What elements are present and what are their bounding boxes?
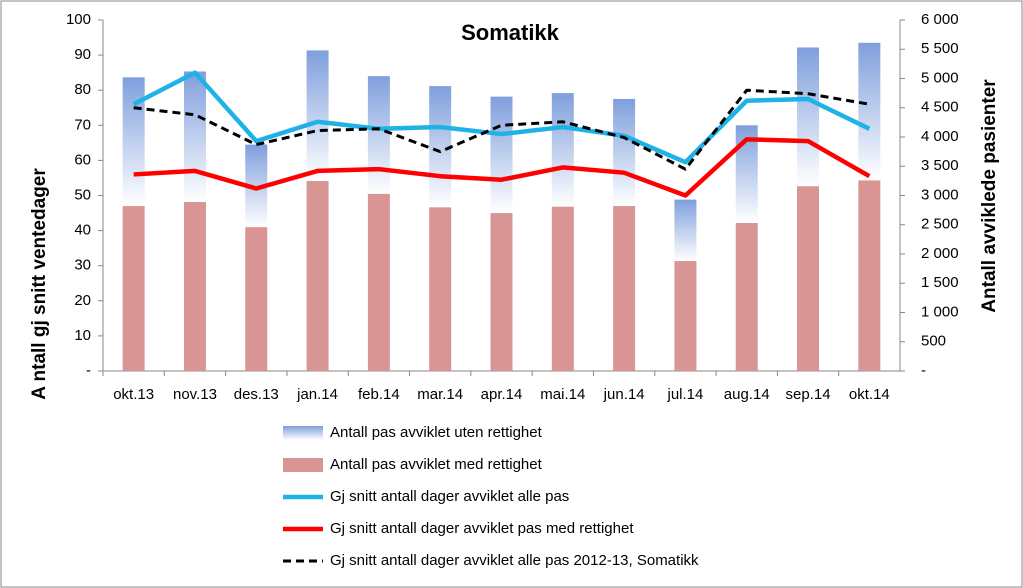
line	[133, 137, 871, 198]
x-tick-label: jun.14	[603, 386, 645, 403]
y2-tick-label: 4 500	[921, 99, 959, 116]
bar	[183, 201, 206, 371]
bar	[735, 125, 758, 223]
x-tick-label: mar.14	[417, 386, 463, 403]
x-tick-label: des.13	[234, 386, 279, 403]
y2-tick-label: 2 500	[921, 216, 959, 233]
legend-label: Gj snitt antall dager avviklet pas med r…	[330, 520, 634, 537]
y-tick-label: 10	[74, 327, 91, 344]
bar	[245, 227, 268, 371]
legend-swatch	[283, 426, 323, 440]
bar	[858, 180, 881, 371]
x-tick-label: feb.14	[358, 386, 400, 403]
y2-tick-label: 500	[921, 333, 946, 350]
y2-tick-label: 1 500	[921, 274, 959, 291]
bar	[674, 199, 697, 262]
bar	[551, 206, 574, 371]
legend-swatch	[283, 458, 323, 472]
y-tick-label: -	[86, 362, 91, 379]
x-tick-label: okt.13	[113, 386, 154, 403]
bar	[613, 206, 636, 371]
y2-tick-label: 4 000	[921, 128, 959, 145]
y2-tick-label: 3 000	[921, 186, 959, 203]
bar	[490, 213, 513, 371]
y2-tick-label: 2 000	[921, 245, 959, 262]
line	[132, 70, 871, 165]
bar	[122, 206, 145, 371]
bar	[490, 96, 513, 214]
bar	[306, 180, 329, 371]
y-axis-title: A ntall gj snitt ventedager	[29, 168, 50, 400]
x-tick-label: nov.13	[173, 386, 217, 403]
y-tick-label: 90	[74, 46, 91, 63]
chart-title: Somatikk	[461, 20, 560, 45]
legend-label: Antall pas avviklet uten rettighet	[330, 424, 543, 441]
y-tick-label: 20	[74, 292, 91, 309]
bar	[367, 76, 390, 194]
bar	[245, 144, 268, 228]
bar	[429, 86, 452, 208]
y-tick-label: 30	[74, 257, 91, 274]
y2-tick-label: 6 000	[921, 11, 959, 28]
bar	[674, 261, 697, 371]
x-tick-label: okt.14	[849, 386, 890, 403]
legend-label: Gj snitt antall dager avviklet alle pas	[330, 488, 569, 505]
x-tick-label: sep.14	[786, 386, 831, 403]
y2-tick-label: 3 500	[921, 157, 959, 174]
legend-label: Gj snitt antall dager avviklet alle pas …	[330, 552, 699, 569]
bar	[306, 50, 329, 181]
y-tick-label: 80	[74, 81, 91, 98]
bar	[797, 47, 820, 187]
bar	[367, 193, 390, 371]
bar	[613, 98, 636, 207]
x-tick-label: apr.14	[481, 386, 523, 403]
bar	[551, 93, 574, 207]
y2-tick-label: 1 000	[921, 303, 959, 320]
x-tick-label: aug.14	[724, 386, 770, 403]
x-tick-label: jul.14	[666, 386, 703, 403]
x-tick-label: mai.14	[540, 386, 585, 403]
bar	[735, 222, 758, 371]
x-tick-label: jan.14	[296, 386, 338, 403]
bar	[429, 207, 452, 371]
bar	[797, 186, 820, 371]
y2-tick-label: -	[921, 362, 926, 379]
bar	[122, 77, 145, 207]
y-tick-label: 50	[74, 186, 91, 203]
legend-label: Antall pas avviklet med rettighet	[330, 456, 543, 473]
y2-tick-label: 5 500	[921, 40, 959, 57]
y-tick-label: 40	[74, 222, 91, 239]
y2-tick-label: 5 000	[921, 69, 959, 86]
line	[133, 88, 870, 171]
bar	[858, 42, 881, 181]
y2-axis-title: Antall avviklede pasienter	[979, 79, 1000, 313]
y-tick-label: 100	[66, 11, 91, 28]
bar	[183, 71, 206, 202]
y-tick-label: 60	[74, 151, 91, 168]
y-tick-label: 70	[74, 116, 91, 133]
